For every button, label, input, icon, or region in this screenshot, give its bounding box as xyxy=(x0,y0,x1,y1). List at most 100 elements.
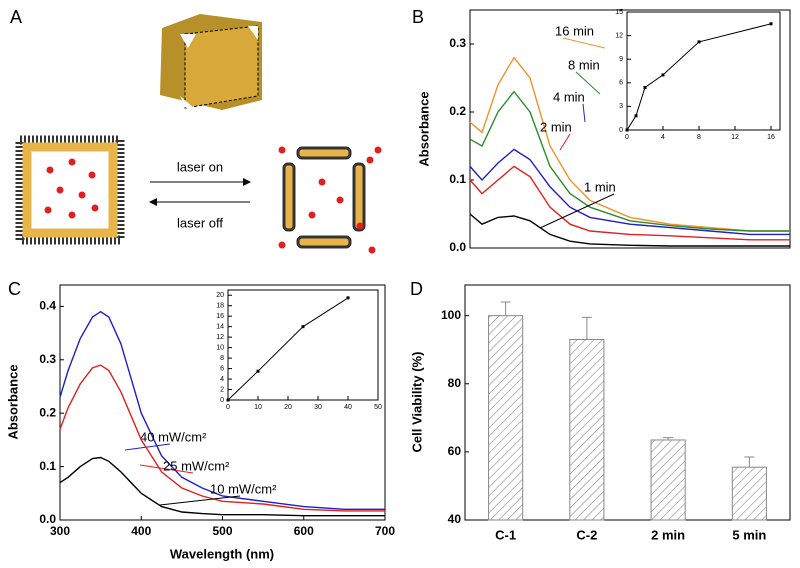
data-point xyxy=(634,114,638,118)
x-tick-label: 600 xyxy=(294,524,314,538)
y-tick-label: 6 xyxy=(619,80,623,87)
x-tick-label: C-2 xyxy=(576,527,597,542)
inset-bg xyxy=(228,290,378,400)
x-tick-label: 0 xyxy=(625,134,629,141)
y-tick-label: 0.3 xyxy=(449,36,466,50)
data-point xyxy=(256,369,260,373)
data-line xyxy=(469,90,790,232)
capsule-closed xyxy=(15,135,125,245)
x-tick-label: 5 min xyxy=(732,527,766,542)
x-tick-label: 8 xyxy=(697,134,701,141)
y-tick-label: 12 xyxy=(615,32,623,39)
y-tick-label: 16 xyxy=(216,313,224,320)
y-axis-label: Absorbance xyxy=(416,91,431,166)
data-line xyxy=(469,148,790,236)
data-line xyxy=(469,56,790,232)
y-tick-label: 0.3 xyxy=(39,352,56,366)
y-tick-label: 0.1 xyxy=(39,459,56,473)
data-line xyxy=(59,364,385,512)
x-tick-label: 300 xyxy=(50,524,70,538)
x-tick-label: 40 xyxy=(344,404,352,411)
data-point xyxy=(346,296,350,300)
data-point xyxy=(625,128,629,132)
label-leader xyxy=(159,495,241,506)
y-tick-label: 2 xyxy=(220,386,224,393)
series-label: 25 mW/cm² xyxy=(163,458,230,473)
axes-frame xyxy=(464,284,791,521)
series-label: 2 min xyxy=(540,119,572,134)
data-point xyxy=(661,73,665,77)
data-point xyxy=(769,22,773,26)
label-leader xyxy=(539,193,615,229)
x-tick-label: 500 xyxy=(212,524,232,538)
series-label: 10 mW/cm² xyxy=(210,481,277,496)
y-tick-label: 0.2 xyxy=(39,405,56,419)
y-tick-label: 20 xyxy=(216,292,224,299)
bar xyxy=(650,439,686,521)
y-tick-label: 0.2 xyxy=(449,104,466,118)
error-bar xyxy=(744,456,755,468)
y-tick-label: 100 xyxy=(441,308,461,322)
y-axis-label: Absorbance xyxy=(5,364,20,439)
arrow-label: laser on xyxy=(177,159,223,174)
label-leader xyxy=(575,71,601,95)
y-tick-label: 0 xyxy=(220,397,224,404)
error-bar xyxy=(500,301,511,316)
y-tick-label: 0.4 xyxy=(39,299,56,313)
panel-a: A laser on laser off xyxy=(10,7,382,254)
data-line xyxy=(626,23,772,131)
arrow-label: laser off xyxy=(177,215,223,230)
y-tick-label: 9 xyxy=(619,56,623,63)
x-axis-label: Wavelength (nm) xyxy=(170,546,274,561)
panel-label: A xyxy=(10,7,22,27)
x-tick-label: 0 xyxy=(226,404,230,411)
bar xyxy=(488,315,524,521)
y-tick-label: 0.1 xyxy=(449,172,466,186)
axes-frame xyxy=(469,9,791,249)
label-leader xyxy=(559,133,571,151)
panel-label: B xyxy=(412,7,424,27)
y-tick-label: 18 xyxy=(216,303,224,310)
panel-label: C xyxy=(8,279,21,299)
inset-bg xyxy=(627,12,780,130)
data-line xyxy=(59,310,385,510)
x-tick-label: 50 xyxy=(374,404,382,411)
y-tick-label: 4 xyxy=(220,376,224,383)
data-point xyxy=(643,86,647,90)
x-tick-label: 20 xyxy=(284,404,292,411)
y-tick-label: 15 xyxy=(615,9,623,16)
y-tick-label: 10 xyxy=(216,344,224,351)
y-tick-label: 0 xyxy=(619,127,623,134)
x-tick-label: 10 xyxy=(254,404,262,411)
label-leader xyxy=(139,464,194,474)
cube xyxy=(160,14,262,110)
bar xyxy=(731,466,767,521)
axes-frame xyxy=(626,11,781,131)
axes-frame xyxy=(227,289,379,401)
y-tick-label: 12 xyxy=(216,334,224,341)
data-point xyxy=(226,398,230,402)
label-leader xyxy=(562,37,606,49)
y-tick-label: 6 xyxy=(220,365,224,372)
data-line xyxy=(469,213,790,247)
series-label: 40 mW/cm² xyxy=(140,429,207,444)
series-label: 4 min xyxy=(553,89,585,104)
label-leader xyxy=(124,443,171,451)
data-point xyxy=(697,40,701,44)
y-axis-label: Cell Viability (%) xyxy=(409,352,424,453)
y-tick-label: 0.0 xyxy=(39,512,56,526)
series-label: 8 min xyxy=(568,57,600,72)
y-tick-label: 80 xyxy=(448,376,462,390)
panel-label: D xyxy=(410,279,423,299)
y-tick-label: 60 xyxy=(448,444,462,458)
error-bar xyxy=(581,316,592,340)
x-tick-label: 700 xyxy=(375,524,395,538)
y-tick-label: 8 xyxy=(220,355,224,362)
data-point xyxy=(301,325,305,329)
bar xyxy=(569,338,605,521)
capsule-open xyxy=(278,146,382,254)
x-tick-label: 12 xyxy=(731,134,739,141)
y-tick-label: 40 xyxy=(448,512,462,526)
label-leader xyxy=(582,103,586,123)
